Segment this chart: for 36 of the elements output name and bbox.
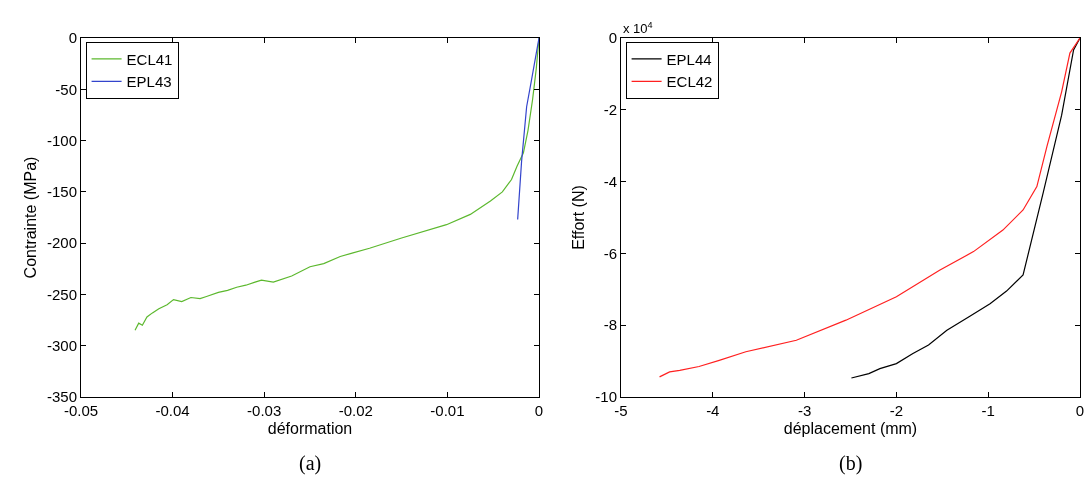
x-axis-title: déformation [267, 419, 353, 437]
y-tick-label: -2 [603, 101, 617, 119]
y-tick-label: -100 [46, 131, 77, 149]
x-tick-label: -3 [797, 402, 812, 419]
x-tick-label: -0.01 [430, 402, 465, 419]
y-tick-label: -6 [603, 244, 617, 262]
y-tick-label: -4 [603, 172, 617, 190]
y-tick-label: -150 [46, 183, 77, 201]
y-tick-label: -50 [55, 80, 77, 98]
x-tick-label: -0.03 [247, 402, 282, 419]
x-tick-label: -0.04 [155, 402, 190, 419]
x-tick-label: -2 [889, 402, 904, 419]
x-tick-label: -5 [614, 402, 628, 419]
x-axis-title: déplacement (mm) [783, 419, 918, 437]
y-axis-title: Contrainte (MPa) [21, 156, 39, 279]
y-tick-label: -8 [603, 316, 617, 334]
x-tick-label: 0 [1075, 402, 1085, 419]
text: (b) [839, 452, 863, 475]
text: (a) [299, 452, 322, 475]
y-tick-label: -250 [46, 285, 77, 303]
y-axis-title: Effort (N) [570, 185, 588, 250]
x-tick-label: 0 [534, 402, 544, 419]
x-tick-label: -1 [981, 402, 995, 419]
y-tick-label: 0 [68, 29, 77, 47]
legend-label: ECL42 [666, 73, 713, 91]
y-tick-label: -10 [595, 388, 617, 406]
y-tick-label: -300 [46, 336, 77, 354]
legend-label: EPL44 [666, 50, 712, 68]
legend-label: ECL41 [126, 50, 173, 68]
legend-label: EPL43 [126, 73, 172, 91]
y-tick-label: 0 [608, 29, 617, 47]
x-tick-label: -4 [706, 402, 720, 419]
y-tick-label: -200 [46, 234, 77, 252]
text: x 10$^{4}$ [623, 20, 653, 37]
line-series [517, 38, 539, 221]
x-tick-label: -0.02 [338, 402, 373, 419]
